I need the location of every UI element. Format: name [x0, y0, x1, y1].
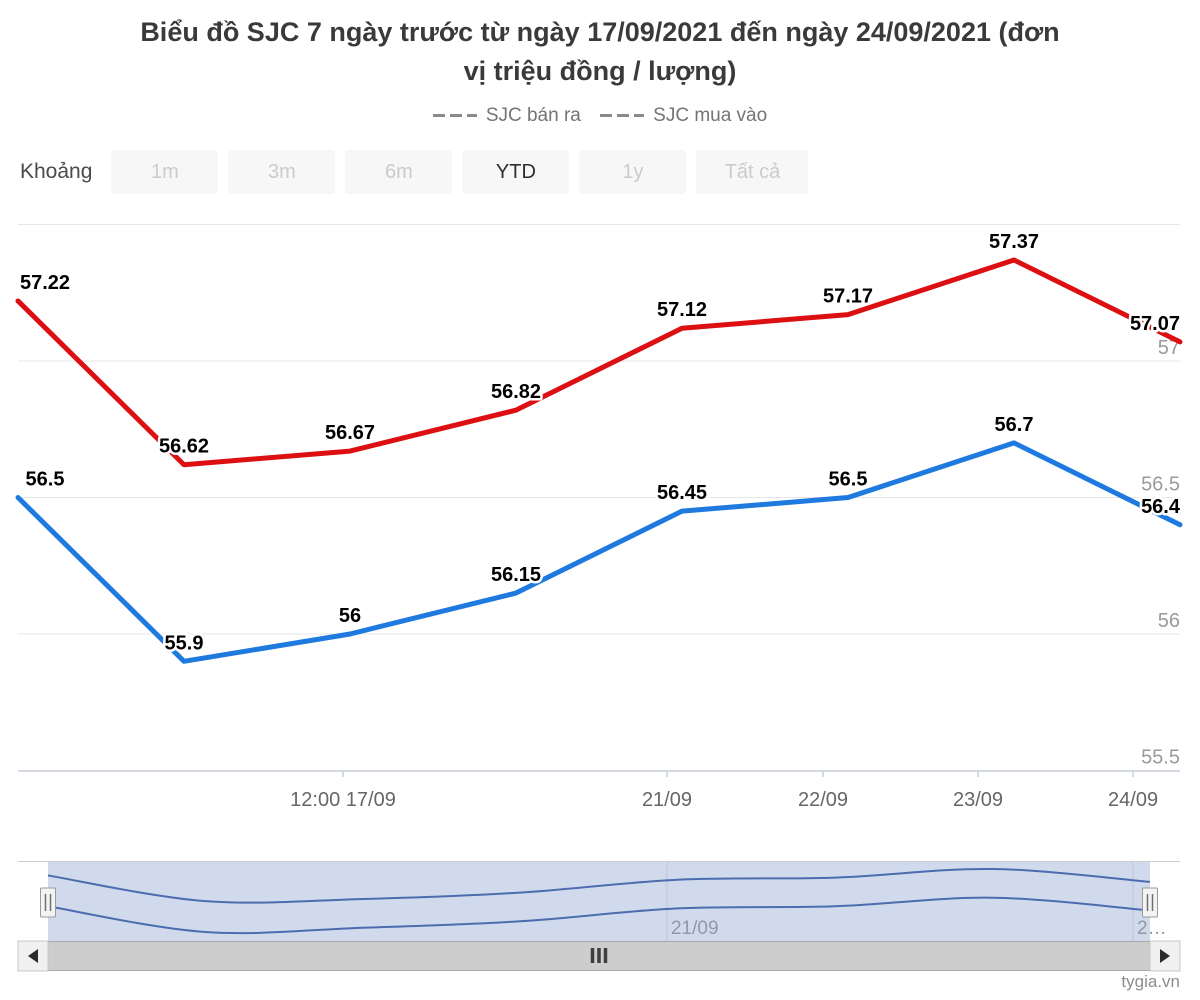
navigator-mask[interactable]: [48, 862, 1150, 941]
y-tick-label: 55.5: [1141, 747, 1180, 769]
legend: SJC bán ra SJC mua vào: [0, 101, 1200, 127]
legend-item-ban-ra[interactable]: SJC bán ra: [432, 104, 581, 127]
legend-label-mua-vao: SJC mua vào: [653, 104, 768, 126]
data-label-mua-vao: 56.15: [491, 564, 541, 586]
navigator-handle-left[interactable]: [40, 887, 56, 918]
x-tick-label: 24/09: [1108, 789, 1158, 811]
navigator-axis-label: 21/09: [671, 918, 719, 939]
data-label-mua-vao: 56.4: [1141, 496, 1181, 518]
range-button-1m[interactable]: 1m: [111, 150, 219, 194]
branding-label: tygia.vn: [1121, 972, 1180, 991]
chart-title-line2: vị triệu đồng / lượng): [463, 56, 737, 86]
range-button-all[interactable]: Tất cả: [696, 150, 809, 194]
series-line-mua-vao: [15, 440, 1183, 664]
dash-line-icon: [432, 114, 477, 117]
scrollbar-thumb[interactable]: [47, 941, 1151, 971]
y-tick-label: 56: [1158, 610, 1180, 632]
series-line-ban-ra: [15, 257, 1183, 468]
data-label-ban-ra: 57.17: [823, 286, 873, 308]
navigator-series-mua-vao: [47, 896, 1151, 935]
navigator-handle-right[interactable]: [1142, 887, 1158, 918]
data-label-ban-ra: 57.22: [20, 272, 70, 294]
arrow-left-icon: [28, 949, 38, 963]
navigator-axis-label: 2…: [1137, 918, 1167, 939]
data-label-mua-vao: 56.7: [995, 414, 1034, 436]
arrow-right-icon: [1160, 949, 1170, 963]
x-tick-label: 22/09: [798, 789, 848, 811]
data-label-ban-ra: 56.82: [491, 381, 541, 403]
data-label-ban-ra: 56.62: [159, 436, 209, 458]
range-selector-label: Khoảng: [20, 160, 93, 183]
legend-label-ban-ra: SJC bán ra: [485, 104, 581, 126]
x-tick-label: 23/09: [953, 789, 1003, 811]
scrollbar-right-button[interactable]: [1149, 940, 1181, 972]
data-label-ban-ra: 57.37: [989, 231, 1039, 253]
navigator-series-ban-ra: [47, 867, 1151, 904]
data-label-ban-ra: 57.07: [1130, 313, 1180, 335]
data-label-ban-ra: 57.12: [657, 299, 707, 321]
x-tick-label: 12:00 17/09: [290, 789, 396, 811]
y-tick-label: 57: [1158, 337, 1180, 359]
range-button-1y[interactable]: 1y: [579, 150, 687, 194]
legend-item-mua-vao[interactable]: SJC mua vào: [600, 105, 767, 127]
data-label-mua-vao: 56: [339, 605, 361, 627]
data-label-ban-ra: 56.67: [325, 422, 375, 444]
data-label-mua-vao: 56.45: [657, 482, 707, 504]
range-selector: Khoảng 1m 3m 6m YTD 1y Tất cả: [20, 150, 809, 194]
chart-title: Biểu đồ SJC 7 ngày trước từ ngày 17/09/2…: [0, 13, 1200, 91]
handle-grip-icon: [1142, 887, 1158, 918]
data-label-mua-vao: 56.5: [26, 469, 65, 491]
dash-line-icon: [600, 114, 645, 117]
range-button-3m[interactable]: 3m: [228, 150, 336, 194]
handle-grip-icon: [40, 887, 56, 918]
scrollbar-left-button[interactable]: [17, 940, 49, 972]
data-label-mua-vao: 56.5: [829, 469, 868, 491]
range-button-ytd[interactable]: YTD: [462, 150, 570, 194]
data-label-mua-vao: 55.9: [165, 632, 204, 654]
chart-title-line1: Biểu đồ SJC 7 ngày trước từ ngày 17/09/2…: [140, 17, 1060, 47]
range-button-6m[interactable]: 6m: [345, 150, 453, 194]
x-tick-label: 21/09: [642, 789, 692, 811]
y-tick-label: 56.5: [1141, 474, 1180, 496]
